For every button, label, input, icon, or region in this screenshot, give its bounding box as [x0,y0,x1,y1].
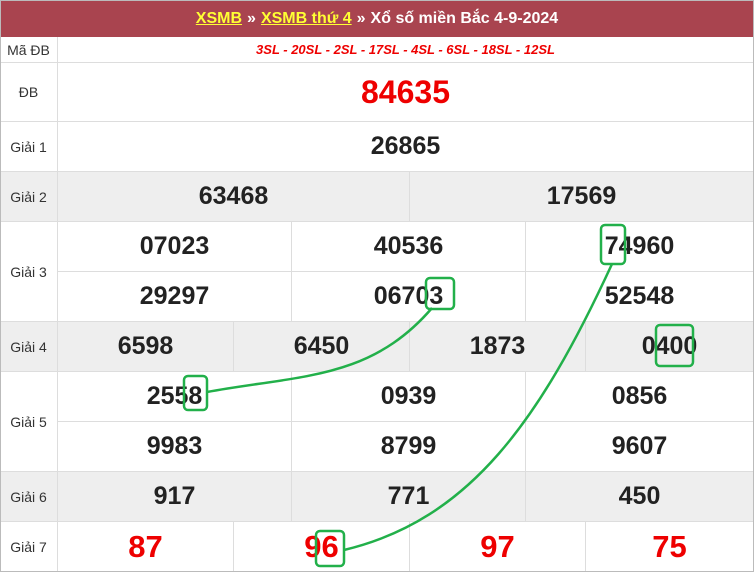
breadcrumb-sep: » [356,9,366,27]
prize-6: 771 [292,472,526,522]
label-g1: Giải 1 [0,122,58,172]
xsmb-thu4-link[interactable]: XSMB thứ 4 [260,9,352,27]
prize-6: 450 [526,472,754,522]
prize-4: 6450 [234,322,410,372]
prize-2: 63468 [58,172,410,222]
prize-5: 9983 [58,422,292,472]
label-g5: Giải 5 [0,372,58,472]
special-prize: 84635 [58,63,754,122]
label-g4: Giải 4 [0,322,58,372]
prize-5: 2558 [58,372,292,422]
highlight-box [424,276,456,311]
prize-4: 0400 [586,322,754,372]
label-ma-db: Mã ĐB [0,37,58,63]
prize-2: 17569 [410,172,754,222]
label-g3: Giải 3 [0,222,58,322]
prize-3: 06703 [292,272,526,322]
connector-line [343,263,614,552]
label-db: ĐB [0,63,58,122]
page-title: Xổ số miền Bắc 4-9-2024 [370,9,559,27]
highlight-box [599,223,627,266]
prize-4: 1873 [410,322,586,372]
prize-5: 0939 [292,372,526,422]
prize-3: 07023 [58,222,292,272]
prize-3: 29297 [58,272,292,322]
prize-4: 6598 [58,322,234,372]
page-header: XSMB » XSMB thứ 4 » Xổ số miền Bắc 4-9-2… [0,0,754,37]
label-g2: Giải 2 [0,172,58,222]
prize-5: 8799 [292,422,526,472]
highlight-box [654,323,695,368]
highlight-box [182,374,209,412]
xsmb-link[interactable]: XSMB [195,9,243,27]
highlight-box [314,529,346,568]
prize-3: 40536 [292,222,526,272]
connector-line [206,307,433,394]
prize-6: 917 [58,472,292,522]
prize-5: 0856 [526,372,754,422]
breadcrumb-sep: » [247,9,256,27]
label-g6: Giải 6 [0,472,58,522]
